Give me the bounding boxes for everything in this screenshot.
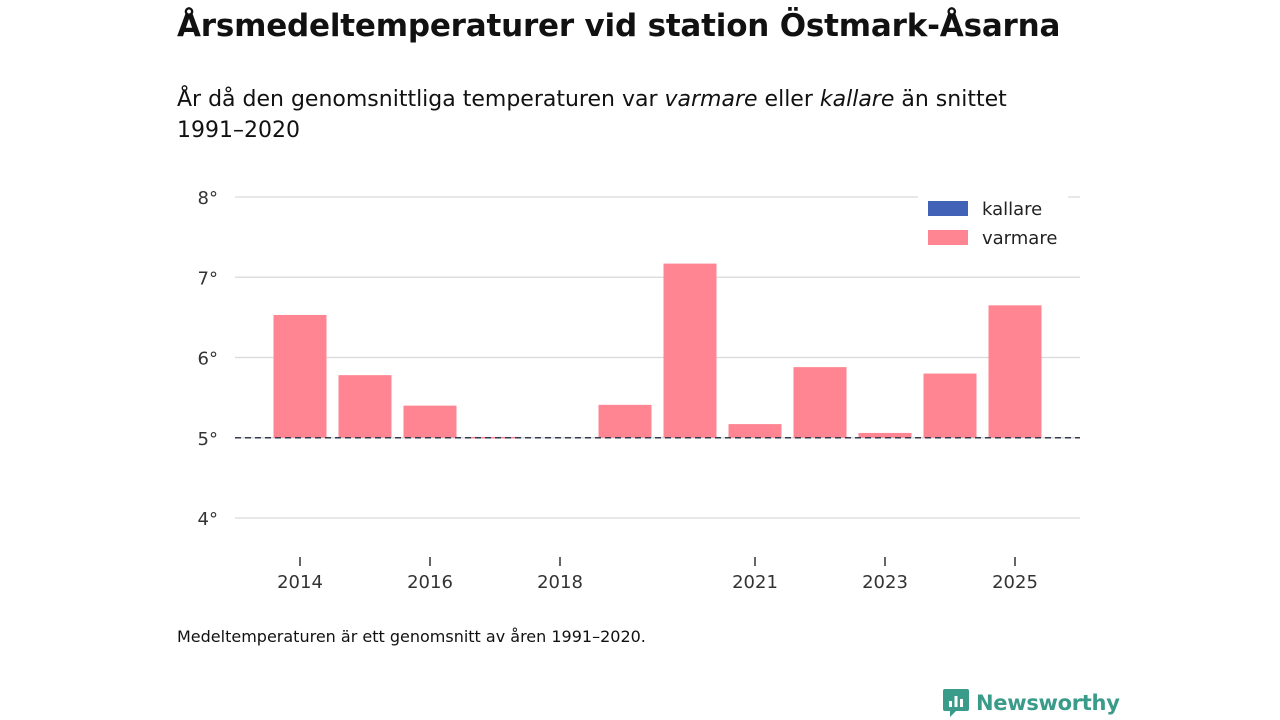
footnote: Medeltemperaturen är ett genomsnitt av å… — [177, 627, 646, 646]
bar-chart: 4° 5° 6° 7° 8° 2014 2016 2018 2021 2023 2025 kall… — [198, 188, 1080, 593]
subtitle-warm-word: varmare — [664, 87, 758, 112]
legend-label-kallare[interactable]: kallare — [982, 199, 1042, 220]
legend-swatch-varmare[interactable] — [928, 230, 968, 245]
bar-2021[interactable] — [728, 424, 782, 438]
x-tick-label-2023: 2023 — [862, 572, 908, 593]
chart-title: Årsmedeltemperaturer vid station Östmark… — [177, 8, 1061, 44]
x-tick-label-2016: 2016 — [407, 572, 453, 593]
newsworthy-logo-icon — [943, 689, 969, 717]
y-tick-label-4: 4° — [198, 509, 218, 530]
legend-label-varmare[interactable]: varmare — [982, 228, 1057, 249]
bar-2024[interactable] — [923, 373, 977, 438]
brand-name: Newsworthy — [976, 691, 1120, 715]
subtitle-text-2: eller — [757, 87, 820, 112]
bar-2025[interactable] — [988, 305, 1042, 438]
bar-2022[interactable] — [793, 367, 847, 438]
bar-2015[interactable] — [338, 375, 392, 438]
legend-swatch-kallare[interactable] — [928, 201, 968, 216]
chart-legend: kallare varmare — [918, 194, 1068, 254]
y-tick-label-6: 6° — [198, 349, 218, 370]
chart-subtitle: År då den genomsnittliga temperaturen va… — [177, 84, 1077, 146]
x-axis: 2014 2016 2018 2021 2023 2025 — [277, 557, 1038, 593]
x-tick-label-2025: 2025 — [992, 572, 1038, 593]
subtitle-text-1: År då den genomsnittliga temperaturen va… — [177, 87, 665, 112]
bar-2019[interactable] — [598, 404, 652, 438]
brand-logo[interactable]: Newsworthy — [942, 687, 1120, 719]
chart-bars — [273, 263, 1042, 439]
y-tick-label-5: 5° — [198, 429, 218, 450]
bar-2020[interactable] — [663, 263, 717, 438]
subtitle-cold-word: kallare — [819, 87, 895, 112]
bar-2023[interactable] — [858, 432, 912, 438]
bar-2014[interactable] — [273, 314, 327, 438]
x-tick-label-2018: 2018 — [537, 572, 583, 593]
subtitle-text-3: än snittet 1991–2020 — [177, 87, 1007, 143]
bar-2016[interactable] — [403, 405, 457, 438]
y-tick-label-7: 7° — [198, 268, 218, 289]
x-tick-label-2014: 2014 — [277, 572, 323, 593]
y-tick-label-8: 8° — [198, 188, 218, 209]
x-tick-label-2021: 2021 — [732, 572, 778, 593]
